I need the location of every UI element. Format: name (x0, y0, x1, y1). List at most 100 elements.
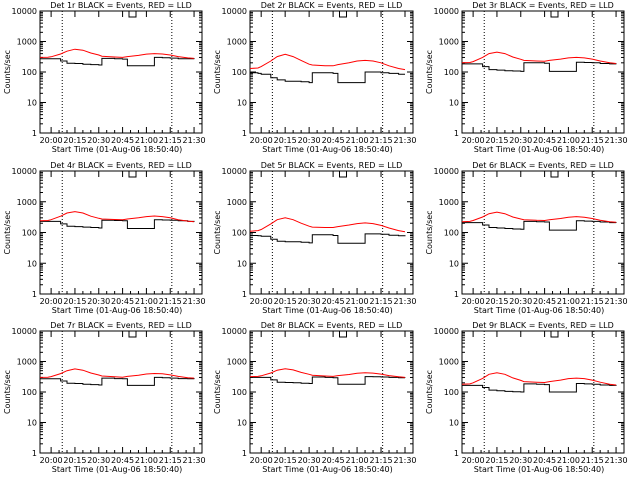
y-tick-label: 10 (449, 419, 459, 428)
legend-box (339, 330, 347, 338)
x-tick-label: 21:00 (135, 456, 158, 465)
y-tick-label: 1000 (17, 358, 37, 367)
x-tick-label: 21:15 (159, 297, 182, 306)
x-tick-label: 21:15 (581, 297, 604, 306)
y-tick-label: 1000 (17, 198, 37, 207)
x-tick-label: 21:30 (393, 297, 416, 306)
plot-frame (249, 330, 414, 454)
y-tick-label: 100 (232, 388, 247, 397)
panel-det-1: Det 1r BLACK = Events, RED = LLD 1 10 100 10… (3, 1, 206, 154)
x-tick-label: 20:15 (274, 136, 297, 145)
x-axis-label: Start Time (01-Aug-06 18:50:40) (52, 465, 183, 474)
plot-frame (461, 10, 625, 134)
x-tick-label: 20:00 (40, 136, 63, 145)
y-tick-label: 10000 (222, 7, 247, 16)
y-tick-label: 1 (32, 290, 37, 299)
events-series-line (40, 219, 195, 229)
x-tick-label: 20:15 (63, 456, 86, 465)
y-tick-label: 100 (232, 229, 247, 238)
y-tick-label: 1000 (227, 38, 247, 47)
x-tick-label: 20:45 (322, 297, 345, 306)
x-tick-label: 20:30 (298, 136, 321, 145)
y-tick-label: 10 (27, 99, 37, 108)
x-tick-label: 21:00 (557, 136, 580, 145)
panel-det-3: Det 3r BLACK = Events, RED = LLD 1 10 100 10… (425, 1, 628, 154)
events-series-line (250, 376, 406, 385)
x-tick-label: 20:15 (63, 136, 86, 145)
y-tick-label: 1000 (439, 358, 459, 367)
y-axis-label: Counts/sec (3, 370, 12, 414)
y-tick-label: 100 (444, 68, 459, 77)
y-tick-label: 10000 (12, 7, 37, 16)
x-tick-label: 20:15 (274, 297, 297, 306)
x-tick-label: 20:45 (111, 136, 134, 145)
y-tick-label: 1000 (439, 38, 459, 47)
x-tick-label: 21:00 (557, 297, 580, 306)
x-tick-label: 21:00 (135, 136, 158, 145)
y-tick-label: 10 (27, 419, 37, 428)
x-tick-label: 20:30 (298, 456, 321, 465)
y-tick-label: 10000 (222, 327, 247, 336)
lld-series-line (249, 53, 406, 71)
events-series-line (40, 56, 195, 67)
y-tick-label: 10 (449, 99, 459, 108)
y-tick-label: 100 (22, 68, 37, 77)
y-tick-label: 10 (449, 259, 459, 268)
legend-box (550, 170, 559, 178)
chart-title: Det 5r BLACK = Events, RED = LLD (261, 161, 403, 170)
y-tick-label: 1000 (17, 38, 37, 47)
chart-title: Det 8r BLACK = Events, RED = LLD (261, 321, 403, 330)
x-tick-label: 20:15 (274, 456, 297, 465)
plot-frame (461, 170, 625, 295)
y-tick-label: 1 (32, 449, 37, 458)
x-tick-label: 20:00 (462, 136, 485, 145)
y-tick-label: 10 (27, 259, 37, 268)
x-axis-label: Start Time (01-Aug-06 18:50:40) (52, 145, 183, 154)
x-tick-label: 20:00 (250, 456, 273, 465)
legend-box (128, 330, 137, 338)
events-series-line (250, 71, 405, 84)
x-tick-label: 20:45 (111, 297, 134, 306)
x-axis-label: Start Time (01-Aug-06 18:50:40) (262, 145, 393, 154)
lld-series-line (461, 51, 617, 64)
x-tick-label: 21:15 (370, 136, 393, 145)
panel-det-6: Det 6r BLACK = Events, RED = LLD 1 10 100 10… (425, 161, 628, 315)
x-tick-label: 21:15 (581, 456, 604, 465)
x-tick-label: 21:00 (557, 456, 580, 465)
legend-box (339, 170, 347, 178)
x-tick-label: 20:15 (485, 136, 508, 145)
x-tick-label: 20:00 (462, 297, 485, 306)
y-tick-label: 1 (454, 290, 459, 299)
lld-series-line (39, 368, 195, 379)
y-tick-label: 10 (237, 99, 247, 108)
legend-box (339, 10, 347, 18)
plot-frame (39, 330, 203, 454)
events-series-line (462, 61, 617, 72)
x-tick-label: 21:30 (393, 456, 416, 465)
x-tick-label: 20:30 (87, 297, 110, 306)
x-tick-label: 20:45 (322, 136, 345, 145)
y-tick-label: 100 (22, 229, 37, 238)
x-tick-label: 21:15 (581, 136, 604, 145)
x-axis-label: Start Time (01-Aug-06 18:50:40) (262, 465, 393, 474)
plot-frame (249, 170, 414, 295)
x-tick-label: 21:00 (135, 297, 158, 306)
x-tick-label: 20:45 (111, 456, 134, 465)
y-tick-label: 100 (444, 229, 459, 238)
x-axis-label: Start Time (01-Aug-06 18:50:40) (474, 465, 605, 474)
lld-series-line (249, 368, 406, 378)
x-tick-label: 20:45 (322, 456, 345, 465)
panel-det-4: Det 4r BLACK = Events, RED = LLD 1 10 100 10… (3, 161, 206, 315)
panel-det-9: Det 9r BLACK = Events, RED = LLD 1 10 100 10… (425, 321, 628, 474)
y-tick-label: 100 (444, 388, 459, 397)
chart-title: Det 6r BLACK = Events, RED = LLD (472, 161, 614, 170)
x-tick-label: 20:45 (533, 456, 556, 465)
x-tick-label: 20:00 (250, 136, 273, 145)
y-tick-label: 1 (242, 129, 247, 138)
lld-series-line (39, 211, 195, 223)
events-series-line (462, 383, 617, 393)
y-tick-label: 1000 (227, 358, 247, 367)
panel-det-7: Det 7r BLACK = Events, RED = LLD 1 10 100 10… (3, 321, 206, 474)
y-tick-label: 10000 (222, 167, 247, 176)
events-series-line (462, 220, 617, 231)
